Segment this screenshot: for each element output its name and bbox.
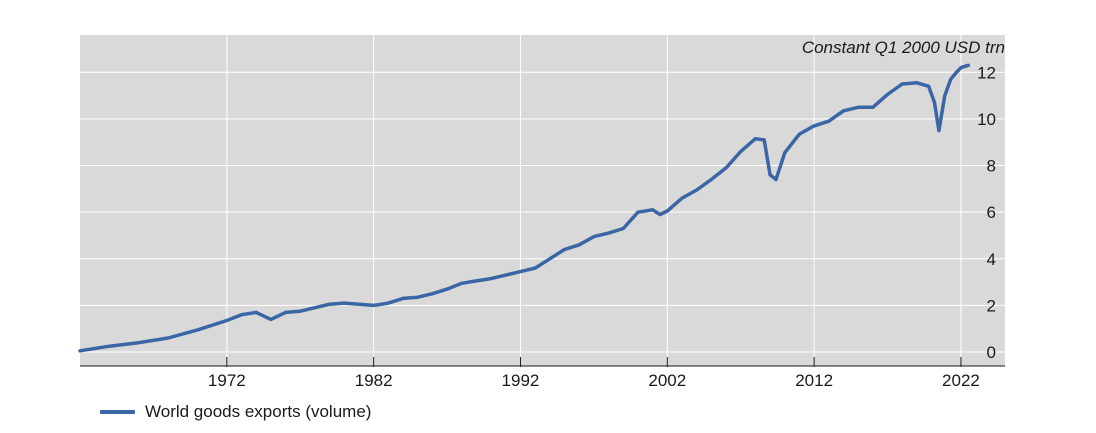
x-tick-label: 2012 [795, 371, 833, 390]
plot-background [80, 35, 1005, 366]
y-tick-label: 10 [977, 110, 996, 129]
x-tick-label: 2002 [648, 371, 686, 390]
legend: World goods exports (volume) [100, 402, 371, 422]
series-line [78, 63, 971, 353]
y-tick-label: 4 [987, 250, 996, 269]
y-tick-label: 0 [987, 343, 996, 362]
y-tick-label: 12 [977, 63, 996, 82]
x-axis-ticks: 1972 1982 1992 2002 2012 2022 [208, 357, 980, 390]
x-tick-label: 2022 [942, 371, 980, 390]
x-tick-label: 1992 [502, 371, 540, 390]
series-layer [78, 63, 971, 353]
legend-label: World goods exports (volume) [145, 402, 372, 421]
y-tick-label: 6 [987, 203, 996, 222]
y-tick-label: 8 [987, 157, 996, 176]
unit-label: Constant Q1 2000 USD trn [802, 38, 1005, 57]
x-tick-label: 1972 [208, 371, 246, 390]
x-tick-label: 1982 [355, 371, 393, 390]
y-tick-label: 2 [987, 296, 996, 315]
chart: 1972 1982 1992 2002 2012 2022 0 2 4 6 8 10 12 Const… [78, 35, 1005, 390]
horizontal-gridlines [80, 71, 1005, 353]
vertical-gridlines [226, 35, 962, 366]
y-axis-ticks: 0 2 4 6 8 10 12 [977, 63, 996, 362]
legend-swatch [100, 410, 135, 414]
